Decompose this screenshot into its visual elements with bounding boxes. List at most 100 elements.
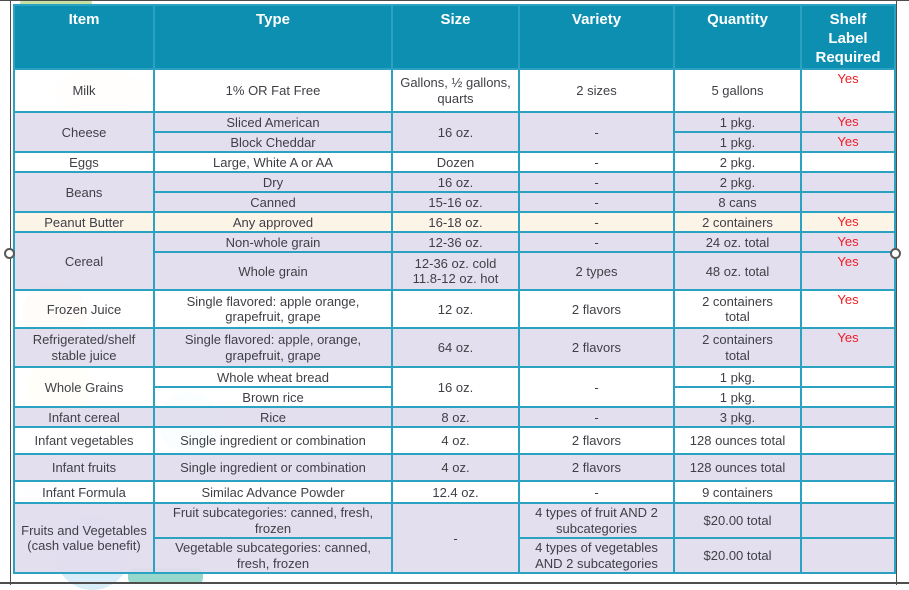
cell-item: Infant cereal: [13, 406, 155, 429]
cell-size: 16 oz.: [391, 171, 520, 194]
table-row: Block Cheddar 1 pkg. Yes: [14, 131, 896, 154]
cell-item: Eggs: [13, 151, 155, 174]
cell-size: 12-36 oz.: [391, 231, 520, 254]
cell-shelf-label: [800, 386, 896, 409]
cell-variety: 2 flavors: [518, 426, 675, 456]
table-row: Whole Grains Whole wheat bread 16 oz. - …: [13, 366, 896, 409]
cell-quantity: 1 pkg.: [673, 111, 802, 134]
cell-quantity: 5 gallons: [673, 68, 802, 114]
cell-size: Dozen: [391, 151, 520, 174]
cell-variety: 2 flavors: [518, 289, 675, 330]
cell-size: 16 oz.: [391, 111, 520, 154]
cell-shelf-label: Yes: [800, 68, 896, 114]
cell-shelf-label: [800, 191, 896, 214]
cell-quantity: 1 pkg.: [673, 386, 802, 409]
cell-item: Fruits and Vegetables (cash value benefi…: [13, 502, 155, 575]
cell-variety: -: [518, 480, 675, 505]
cell-item: Infant fruits: [13, 453, 155, 483]
cell-type: Fruit subcategories: canned, fresh, froz…: [153, 502, 393, 540]
cell-shelf-label: [800, 171, 896, 194]
cell-quantity: 24 oz. total: [673, 231, 802, 254]
selection-handle-right-icon[interactable]: [890, 248, 901, 259]
cell-item: Infant Formula: [13, 480, 155, 505]
cell-size: 15-16 oz.: [391, 191, 520, 214]
cell-quantity: 2 pkg.: [673, 151, 802, 174]
cell-variety: -: [518, 211, 675, 234]
selection-handle-left-icon[interactable]: [4, 248, 15, 259]
cell-shelf-label: [800, 151, 896, 174]
cell-size: 16 oz.: [391, 366, 520, 409]
table-row: Infant Formula Similac Advance Powder 12…: [13, 480, 896, 505]
cell-size: 4 oz.: [391, 453, 520, 483]
cell-quantity: 2 containers total: [673, 327, 802, 369]
cell-variety: -: [518, 191, 675, 214]
frame-border-left: [10, 0, 11, 585]
cell-quantity: $20.00 total: [673, 537, 802, 575]
col-header-variety: Variety: [518, 3, 675, 71]
cell-type: Single ingredient or combination: [153, 453, 393, 483]
table-row: Infant cereal Rice 8 oz. - 3 pkg.: [13, 406, 896, 429]
cell-type: Large, White A or AA: [153, 151, 393, 174]
cell-size: 8 oz.: [391, 406, 520, 429]
cell-item: Cheese: [13, 111, 155, 154]
table-row: Eggs Large, White A or AA Dozen - 2 pkg.: [13, 151, 896, 174]
col-header-size: Size: [391, 3, 520, 71]
cell-variety: -: [518, 171, 675, 194]
cell-variety: 2 flavors: [518, 453, 675, 483]
cell-variety: 4 types of vegetables AND 2 subcategorie…: [518, 537, 675, 575]
cell-variety: 2 flavors: [518, 327, 675, 369]
table-row: Fruits and Vegetables (cash value benefi…: [13, 502, 896, 575]
cell-shelf-label: Yes: [800, 251, 896, 292]
cell-type: Any approved: [153, 211, 393, 234]
col-header-quantity: Quantity: [673, 3, 802, 71]
cell-item: Whole Grains: [13, 366, 155, 409]
cell-variety: -: [518, 151, 675, 174]
cell-quantity: 48 oz. total: [673, 251, 802, 292]
table-row: Beans Dry 16 oz. - 2 pkg.: [13, 171, 896, 214]
table-row: Whole grain 12-36 oz. cold 11.8-12 oz. h…: [14, 251, 896, 292]
cell-type: Non-whole grain: [153, 231, 393, 254]
cell-quantity: 2 containers total: [673, 289, 802, 330]
table-row: Cereal Non-whole grain 12-36 oz. - 24 oz…: [13, 231, 896, 292]
cell-type: Similac Advance Powder: [153, 480, 393, 505]
cell-type: Vegetable subcategories: canned, fresh, …: [153, 537, 393, 575]
cell-type: Whole wheat bread: [153, 366, 393, 389]
table-row: Cheese Sliced American 16 oz. - 1 pkg. Y…: [13, 111, 896, 154]
cell-quantity: 9 containers: [673, 480, 802, 505]
cell-size: 12-36 oz. cold 11.8-12 oz. hot: [391, 251, 520, 292]
cell-size: 16-18 oz.: [391, 211, 520, 234]
frame-border-right: [896, 0, 897, 585]
cell-variety: -: [518, 231, 675, 254]
cell-shelf-label: Yes: [800, 327, 896, 369]
cell-shelf-label: [800, 453, 896, 483]
cell-item: Milk: [13, 68, 155, 114]
cell-shelf-label: [800, 366, 896, 389]
cell-quantity: 3 pkg.: [673, 406, 802, 429]
cell-quantity: 2 containers: [673, 211, 802, 234]
cell-item: Cereal: [13, 231, 155, 292]
cell-type: Whole grain: [153, 251, 393, 292]
cell-type: 1% OR Fat Free: [153, 68, 393, 114]
col-header-item: Item: [13, 3, 155, 71]
table-row: Brown rice 1 pkg.: [14, 386, 896, 409]
table-row: Infant vegetables Single ingredient or c…: [13, 426, 896, 456]
col-header-type: Type: [153, 3, 393, 71]
background-watermark: [20, 1, 92, 6]
cell-quantity: 1 pkg.: [673, 366, 802, 389]
cell-variety: -: [518, 406, 675, 429]
cell-variety: -: [518, 366, 675, 409]
cell-quantity: 8 cans: [673, 191, 802, 214]
cell-quantity: 2 pkg.: [673, 171, 802, 194]
cell-item: Beans: [13, 171, 155, 214]
cell-item: Infant vegetables: [13, 426, 155, 456]
cell-type: Brown rice: [153, 386, 393, 409]
cell-size: Gallons, ½ gallons, quarts: [391, 68, 520, 114]
cell-shelf-label: Yes: [800, 111, 896, 134]
table-row: Frozen Juice Single flavored: apple oran…: [13, 289, 896, 330]
cell-size: 12.4 oz.: [391, 480, 520, 505]
col-header-shelf-label-required: Shelf Label Required: [800, 3, 896, 71]
cell-type: Canned: [153, 191, 393, 214]
cell-size: -: [391, 502, 520, 575]
frame-border-bottom: [0, 582, 909, 584]
wic-food-benefits-table: Item Type Size Variety Quantity Shelf La…: [13, 3, 896, 575]
